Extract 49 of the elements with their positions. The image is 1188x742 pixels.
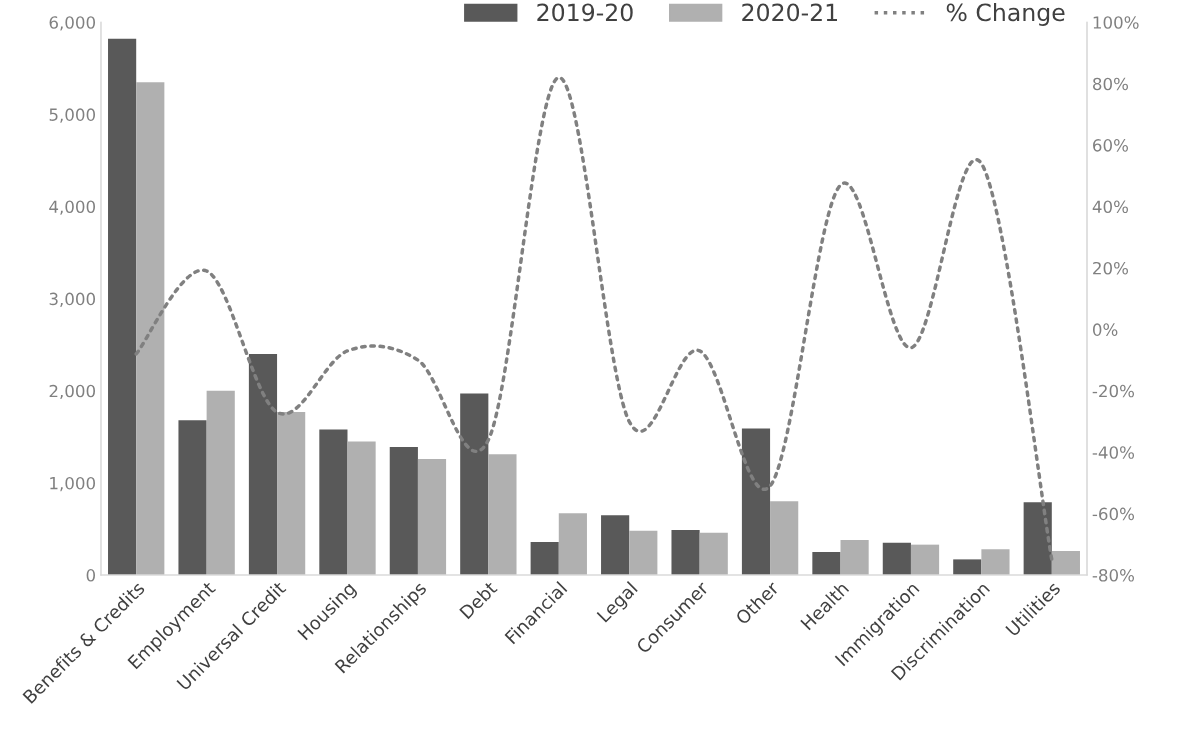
y-tick-label: 4,000 (49, 200, 96, 215)
y-tick-label: 3,000 (49, 292, 96, 307)
bar (178, 420, 207, 576)
bar (389, 446, 418, 576)
bar (206, 390, 235, 576)
legend-label: 2020-21 (742, 3, 837, 22)
bar (1051, 551, 1080, 576)
legend-label: 2019-20 (537, 3, 633, 22)
y2-tick-label: -20% (1092, 384, 1135, 398)
line-series (134, 75, 1054, 562)
y2-tick-label: 40% (1092, 200, 1129, 214)
bar (629, 530, 658, 576)
bar (699, 532, 728, 576)
bar (530, 541, 559, 576)
bar (910, 544, 940, 576)
bar (981, 549, 1010, 576)
y2-tick-label: 0% (1092, 323, 1118, 336)
y2-tick-label: -40% (1092, 446, 1135, 459)
bar (812, 552, 841, 576)
bar (108, 38, 137, 576)
y-tick-label: 2,000 (49, 384, 96, 400)
legend-label: % Change (946, 3, 1065, 26)
y-tick-label: 5,000 (49, 108, 96, 123)
y-tick-label: 0 (86, 569, 96, 582)
bar (558, 513, 587, 576)
y-tick-label: 1,000 (50, 476, 96, 492)
y-tick-label: 6,000 (49, 16, 96, 31)
bar (460, 393, 489, 576)
bar (770, 501, 799, 576)
bar (417, 458, 447, 576)
bar (1023, 502, 1052, 576)
bar (319, 429, 348, 576)
y2-tick-label: -80% (1092, 569, 1135, 582)
bar (741, 428, 771, 576)
bar (248, 353, 278, 576)
bar (488, 454, 517, 576)
bar (882, 542, 911, 576)
y2-tick-label: 80% (1093, 77, 1129, 91)
y2-tick-label: 100% (1093, 16, 1139, 29)
bar (840, 540, 869, 576)
bar (953, 559, 982, 576)
bar (136, 82, 165, 576)
y2-tick-label: -60% (1092, 507, 1135, 521)
bar (347, 441, 376, 576)
bar (277, 411, 306, 576)
bar (671, 529, 700, 576)
y2-tick-label: 60% (1093, 139, 1129, 152)
bar (601, 515, 630, 576)
y2-tick-label: 20% (1093, 261, 1129, 275)
